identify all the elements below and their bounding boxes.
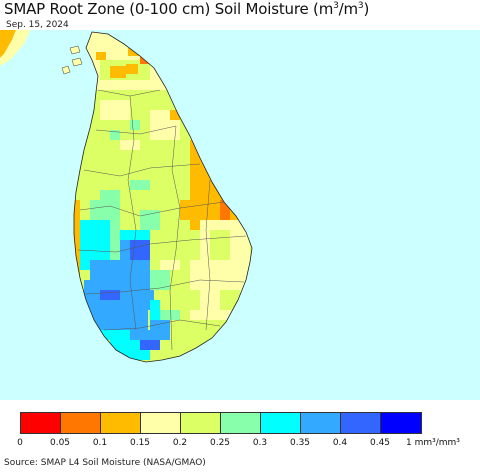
legend-tick: 0.35 [289,438,311,448]
legend-swatch-3 [141,413,181,433]
legend-tick: 0.05 [49,438,71,448]
map-date: Sep. 15, 2024 [6,20,69,30]
northern-islets [61,45,83,75]
legend-swatch-7 [301,413,341,433]
island-coastline [73,31,253,363]
legend-tick: 0.25 [209,438,231,448]
india-coast [0,30,30,66]
legend-swatch-1 [61,413,101,433]
source-attribution: Source: SMAP L4 Soil Moisture (NASA/GMAO… [4,458,206,468]
legend-unit-label: 1 mm³/mm³ [406,438,460,448]
legend-tick: 0.45 [369,438,391,448]
legend-swatch-0 [21,413,61,433]
legend-swatch-2 [101,413,141,433]
legend-swatch-4 [181,413,221,433]
legend-tick: 0 [17,438,23,448]
legend-tick: 0.15 [129,438,151,448]
legend-swatch-5 [221,413,261,433]
map-title: SMAP Root Zone (0-100 cm) Soil Moisture … [4,0,370,18]
legend-tick-labels: 0 0.05 0.1 0.15 0.2 0.25 0.3 0.35 0.4 0.… [0,438,480,452]
soil-moisture-map [0,30,253,363]
legend-tick: 0.4 [332,438,348,448]
map-area [0,30,480,400]
district-boundaries [77,89,247,351]
colorbar-legend [20,412,422,434]
legend-swatch-8 [341,413,381,433]
legend-tick: 0.2 [172,438,188,448]
island-moisture-grid [74,32,252,362]
legend-swatch-6 [261,413,301,433]
legend-tick: 0.1 [92,438,108,448]
india-landmass [0,30,16,58]
legend-swatch-9 [381,413,421,433]
legend-tick: 0.3 [252,438,268,448]
